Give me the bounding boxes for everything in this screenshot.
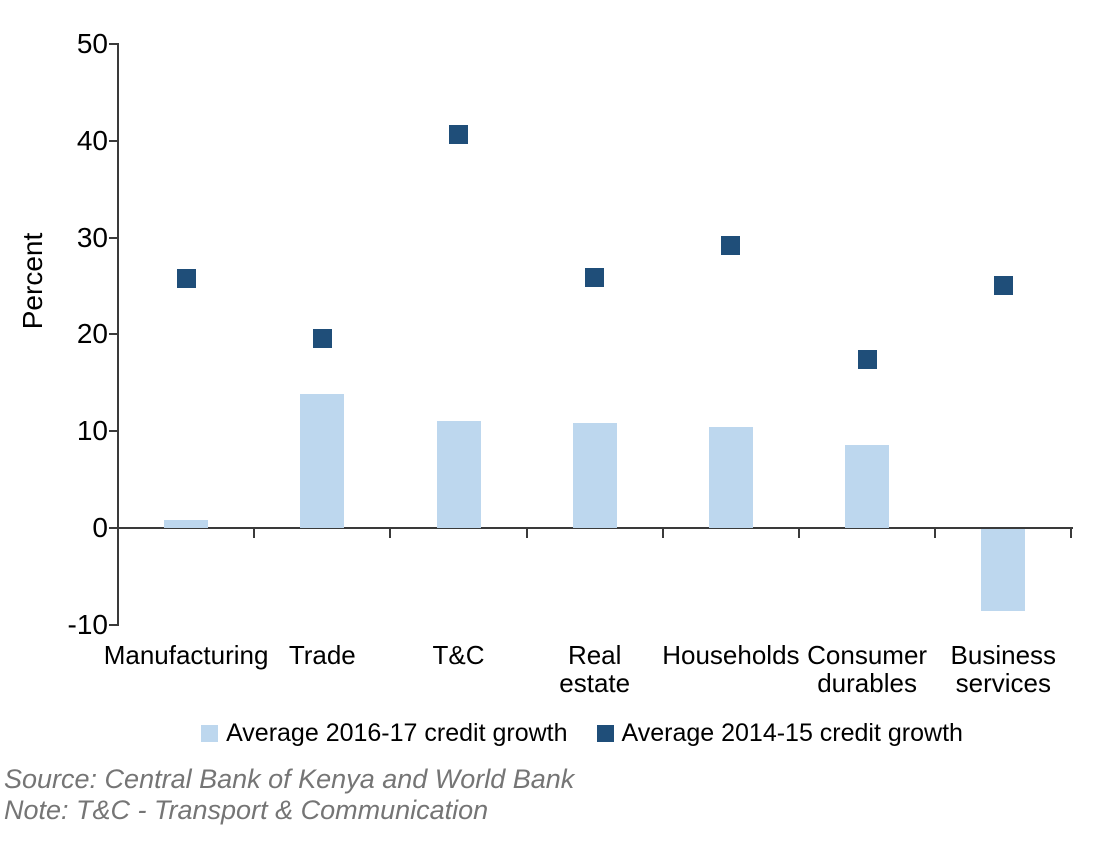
x-tick (934, 528, 937, 538)
y-tick (109, 236, 117, 239)
y-axis-line (117, 43, 119, 626)
category-label: Trade (289, 641, 356, 669)
y-tick-label: 10 (76, 415, 108, 447)
y-tick-label: 50 (76, 28, 108, 59)
y-tick (109, 527, 117, 529)
marker-avg-2014-15 (312, 328, 332, 348)
category-label-line: Consumer (807, 640, 928, 670)
y-tick-label: -10 (67, 608, 108, 640)
y-tick (109, 333, 117, 336)
category-label: T&C (433, 641, 485, 669)
category-label: Business services (951, 641, 1057, 697)
marker-avg-2014-15 (585, 267, 605, 287)
category-label: Manufacturing (104, 641, 269, 669)
bar-avg-2016-17 (845, 444, 890, 528)
category-label-line: services (955, 668, 1051, 698)
category-label-line: Real (567, 640, 622, 670)
x-tick (1070, 528, 1073, 538)
y-tick (109, 139, 117, 142)
legend-item-2014-15: Average 2014-15 credit growth (596, 718, 963, 748)
y-tick-label: 0 (92, 512, 108, 543)
x-tick (798, 528, 800, 538)
category-label-line: Manufacturing (103, 640, 269, 670)
marker-avg-2014-15 (176, 268, 196, 288)
category-label: Households (662, 641, 799, 669)
category-label-line: Households (662, 640, 800, 670)
y-tick-label: 40 (76, 124, 108, 156)
category-label: Consumer durables (807, 641, 927, 697)
category-label-line: Trade (288, 640, 356, 670)
bar-avg-2016-17 (164, 520, 209, 528)
bar-avg-2016-17 (572, 423, 617, 528)
x-tick (525, 528, 528, 538)
y-tick-label: 30 (76, 221, 108, 253)
category-label-line: durables (817, 668, 917, 698)
x-tick (253, 528, 256, 538)
y-tick (109, 623, 117, 626)
y-tick-label: 20 (76, 318, 108, 350)
marker-avg-2014-15 (857, 350, 877, 370)
bar-avg-2016-17 (436, 420, 481, 528)
category-label: Real estate (559, 641, 630, 697)
marker-avg-2014-15 (449, 125, 468, 145)
x-axis-line (118, 527, 1074, 529)
marker-avg-2014-15 (721, 235, 741, 255)
category-label-line: Business (950, 640, 1057, 670)
abbreviation-note: Note: T&C - Transport & Communication (4, 795, 489, 825)
legend-swatch-light-blue (201, 724, 219, 742)
marker-avg-2014-15 (993, 275, 1013, 295)
y-tick (109, 430, 117, 433)
legend-swatch-dark-blue (596, 724, 614, 742)
category-label-line: T&C (432, 640, 485, 670)
bar-avg-2016-17 (300, 394, 345, 528)
category-label-line: estate (559, 668, 631, 698)
legend-item-2016-17: Average 2016-17 credit growth (201, 718, 568, 748)
legend-label: Average 2016-17 credit growth (226, 718, 568, 747)
bar-avg-2016-17 (708, 427, 753, 528)
x-tick (661, 528, 664, 538)
legend: Average 2016-17 credit growth Average 20… (66, 717, 1098, 749)
bar-avg-2016-17 (981, 529, 1026, 612)
x-tick (389, 528, 392, 538)
legend-label: Average 2014-15 credit growth (621, 718, 963, 747)
footnotes: Source: Central Bank of Kenya and World … (4, 764, 574, 826)
y-tick (109, 43, 117, 45)
source-note: Source: Central Bank of Kenya and World … (4, 764, 575, 794)
